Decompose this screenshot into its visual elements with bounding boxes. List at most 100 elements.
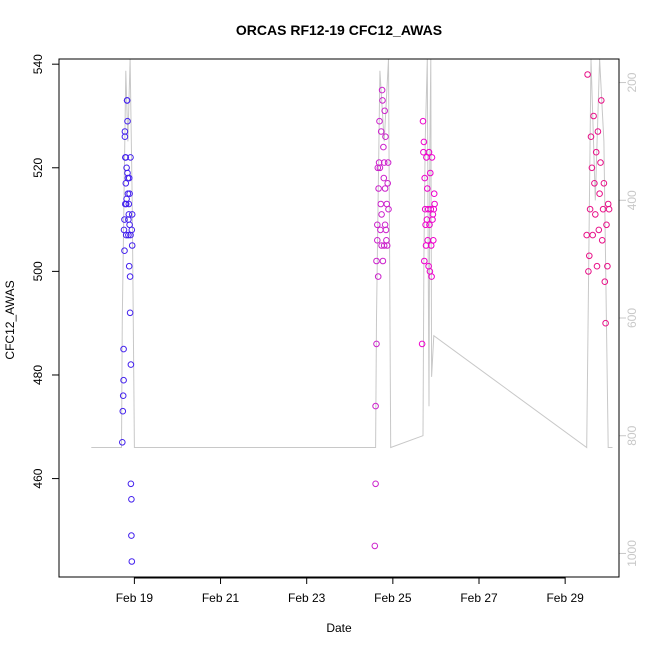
data-point (373, 257, 380, 265)
y-right-tick-label: 600 (625, 308, 639, 328)
data-point (127, 154, 134, 161)
axes-layer: Feb 19 Feb 21 Feb 23 Feb 25 Feb 27 Feb 29 460 4… (31, 54, 639, 605)
data-point (122, 154, 130, 161)
data-point (598, 237, 606, 244)
y-right-tick-label: 1000 (625, 540, 639, 567)
data-point (371, 542, 379, 550)
data-point (381, 185, 389, 192)
data-point (603, 221, 610, 229)
data-point (587, 133, 595, 140)
data-point (124, 117, 131, 125)
y-tick-label: 520 (31, 157, 45, 177)
data-point (382, 133, 389, 140)
data-point (431, 200, 438, 208)
data-point (121, 216, 128, 223)
data-point (121, 128, 129, 135)
data-point (119, 392, 127, 400)
data-point (125, 211, 133, 218)
data-point (430, 237, 437, 244)
data-point (601, 278, 609, 286)
data-point (380, 174, 388, 182)
x-tick-label: Feb 23 (288, 591, 326, 605)
data-point (120, 345, 127, 353)
y-tick-label: 500 (31, 261, 45, 281)
y-right-tick-label: 400 (625, 190, 639, 210)
data-point (121, 247, 128, 254)
data-point (426, 221, 433, 229)
data-point (596, 190, 603, 197)
data-point (379, 257, 387, 265)
chart-title: ORCAS RF12-19 CFC12_AWAS (236, 22, 442, 38)
plot-frame (58, 58, 620, 578)
data-point (427, 169, 434, 177)
data-point (586, 205, 594, 213)
data-point (592, 211, 599, 218)
data-point (119, 407, 127, 415)
data-point (419, 117, 427, 125)
data-point (591, 180, 598, 187)
data-point (375, 185, 382, 192)
data-point (125, 174, 133, 182)
data-point (421, 257, 428, 265)
data-point (384, 180, 392, 187)
data-point (589, 231, 597, 239)
data-point (378, 86, 386, 94)
x-axis-label: Date (326, 621, 352, 635)
data-point (122, 231, 130, 239)
data-point (127, 361, 135, 368)
data-point (602, 319, 609, 327)
data-point (597, 159, 604, 166)
data-point (123, 97, 131, 104)
data-point (420, 138, 428, 146)
data-point (586, 252, 593, 260)
data-point (585, 268, 592, 275)
data-point (128, 211, 136, 218)
x-tick-label: Feb 29 (546, 591, 584, 605)
y-tick-label: 540 (31, 54, 45, 74)
data-point (428, 154, 436, 161)
data-point (384, 159, 392, 166)
data-point (128, 532, 135, 539)
data-point (374, 237, 381, 244)
data-point (584, 71, 591, 78)
data-point (421, 174, 429, 182)
data-point (425, 148, 433, 156)
x-tick-label: Feb 27 (460, 591, 498, 605)
pressure-line-layer (91, 59, 613, 449)
data-point (126, 309, 134, 317)
data-point (374, 273, 382, 280)
y-axis-label: CFC12_AWAS (3, 280, 17, 359)
data-point (374, 221, 381, 229)
data-point (588, 164, 596, 172)
data-point (125, 231, 132, 239)
pressure-line (91, 59, 613, 449)
data-point (428, 273, 435, 280)
data-point (600, 180, 608, 187)
y-tick-label: 460 (31, 468, 45, 488)
data-point (592, 148, 600, 156)
data-point (418, 340, 426, 348)
data-point (119, 439, 126, 446)
y-tick-label: 480 (31, 365, 45, 385)
data-point (383, 242, 391, 249)
x-tick-label: Feb 25 (374, 591, 412, 605)
data-point (604, 262, 611, 270)
data-point (380, 143, 387, 151)
data-point (127, 480, 135, 488)
data-point (381, 107, 389, 115)
data-point (128, 496, 135, 503)
data-point (590, 112, 597, 120)
data-point (376, 164, 384, 172)
data-point (593, 262, 601, 270)
data-point (128, 242, 136, 249)
data-point (379, 97, 386, 104)
y-right-tick-label: 800 (625, 425, 639, 445)
data-point (430, 190, 438, 197)
data-point (128, 226, 136, 234)
data-point (380, 159, 388, 166)
data-point (385, 205, 392, 213)
data-point (595, 226, 603, 234)
data-point (372, 480, 379, 488)
data-point (598, 97, 605, 104)
